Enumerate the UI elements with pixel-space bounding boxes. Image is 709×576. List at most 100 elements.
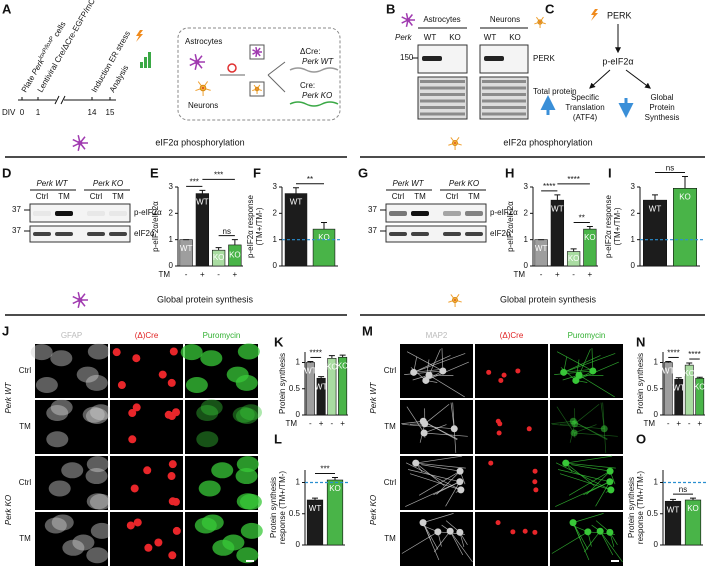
error-bar	[318, 376, 325, 379]
blot-band	[443, 211, 461, 216]
nucleus	[143, 466, 152, 475]
condition-label: Ctrl	[384, 478, 397, 487]
blot-band	[420, 112, 465, 116]
row-label: PERK	[533, 54, 555, 63]
blot-band	[33, 232, 51, 236]
condition-label: Ctrl	[384, 366, 397, 375]
soma	[606, 467, 614, 475]
lane-label: TM	[414, 192, 426, 201]
nucleus	[522, 528, 528, 534]
virus-label: Cre:	[300, 81, 315, 90]
neurite	[453, 428, 457, 453]
cell-body	[185, 377, 208, 394]
neurite	[450, 402, 455, 429]
astrocyte-icon	[194, 59, 200, 65]
y-axis-label: Protein synthesis	[636, 353, 645, 414]
neurite	[415, 462, 466, 469]
y-tick-label: 0	[296, 410, 301, 419]
bar-label: WT	[673, 383, 686, 392]
micrograph	[550, 512, 623, 566]
nucleus	[486, 369, 492, 375]
micrograph	[35, 512, 108, 566]
neurite	[599, 531, 623, 563]
neurite	[578, 349, 591, 376]
cell-body	[46, 431, 69, 448]
nucleus	[167, 378, 176, 387]
nucleus	[132, 354, 141, 363]
soma	[457, 486, 465, 494]
lane-label: TM	[112, 192, 124, 201]
cell-body	[85, 408, 108, 425]
y-tick-label: 0	[296, 540, 301, 549]
genotype-label: Perk WT	[4, 381, 13, 413]
blot-band	[420, 86, 465, 90]
significance-label: ****	[543, 182, 555, 191]
nucleus	[168, 551, 177, 560]
neurite	[405, 481, 460, 507]
lane-label: TM	[468, 192, 480, 201]
neuron-icon	[539, 21, 541, 23]
neurite	[572, 522, 590, 561]
pathway-node: PERK	[607, 10, 632, 20]
x-tick-label: +	[340, 419, 345, 428]
cell-body	[46, 405, 69, 422]
nucleus	[171, 497, 180, 506]
neurite	[433, 530, 451, 553]
soma	[600, 425, 608, 433]
bar-label: WT	[535, 244, 548, 253]
cell-body	[82, 406, 105, 423]
y-tick-label: 2	[524, 208, 529, 217]
cell-body	[87, 343, 110, 360]
neurite	[602, 402, 605, 429]
soma	[412, 459, 420, 467]
pathway-output: Global	[650, 93, 673, 102]
bar-label: WT	[309, 504, 322, 513]
nucleus	[172, 526, 181, 535]
error-bar	[686, 362, 693, 366]
neurite	[556, 351, 594, 372]
micrograph	[475, 400, 548, 454]
blot-band	[411, 232, 429, 236]
blot-band	[420, 93, 465, 96]
neurite	[405, 462, 462, 491]
y-tick-label: 1	[654, 358, 659, 367]
genotype-label: Perk WT	[369, 381, 378, 413]
lane-label: Ctrl	[392, 192, 405, 201]
cell-body	[44, 517, 67, 534]
neurite	[556, 406, 575, 434]
mw-marker: 37	[12, 226, 21, 235]
neurite	[424, 432, 468, 437]
nucleus	[132, 403, 141, 412]
neurite	[574, 432, 618, 437]
neurite	[449, 531, 464, 556]
y-tick-label: 2	[631, 208, 636, 217]
neurite	[422, 513, 454, 523]
cell-body	[89, 493, 112, 510]
bar-label: WT	[290, 198, 303, 207]
y-axis-label: p-eIF2α/eIF2α	[151, 201, 160, 252]
neurite	[574, 424, 597, 434]
y-tick-label: 3	[169, 182, 174, 191]
bar-label: WT	[304, 367, 317, 376]
soma	[562, 459, 570, 467]
micrograph	[475, 512, 548, 566]
soma	[606, 478, 614, 486]
soma	[456, 467, 464, 475]
timeline-step-part: loxP/loxP	[38, 36, 56, 61]
condition-label: TM	[19, 422, 31, 431]
neurite	[415, 455, 463, 464]
y-axis-label: response (TM+/TM-)	[636, 471, 645, 544]
blot-band	[33, 211, 51, 216]
neuron-icon	[454, 299, 456, 301]
panel-letter: L	[274, 431, 282, 446]
soma	[456, 478, 464, 486]
panel-letter: J	[2, 323, 9, 338]
soma	[420, 429, 428, 437]
bar-label: KO	[694, 382, 706, 391]
soma	[584, 528, 592, 536]
cell-body	[85, 374, 108, 391]
cell-body	[194, 517, 217, 534]
blot-band	[482, 112, 526, 116]
bar-label: KO	[329, 484, 341, 493]
panel-letter: A	[2, 1, 12, 16]
